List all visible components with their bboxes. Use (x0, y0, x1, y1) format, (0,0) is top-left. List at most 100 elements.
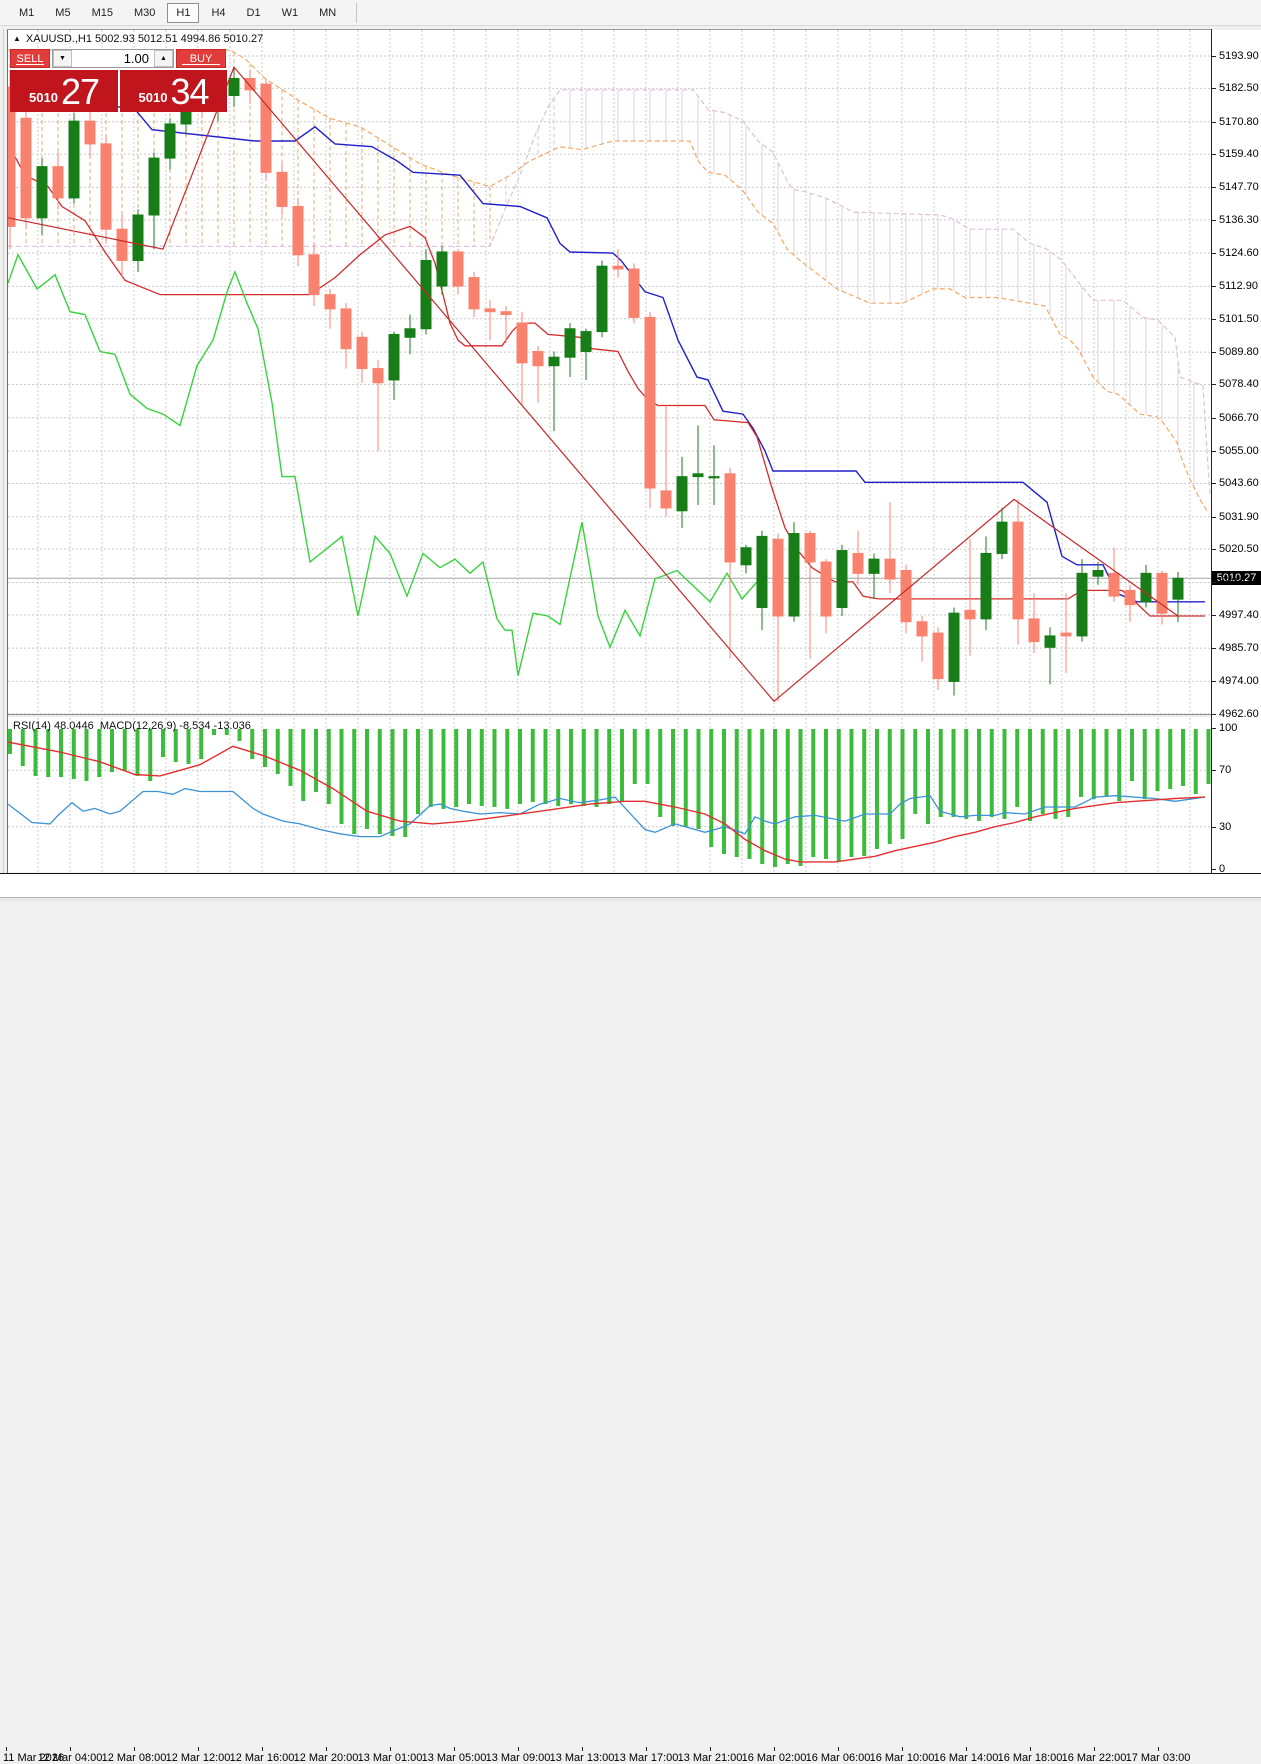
candle-body (1076, 572, 1088, 637)
histogram-bar (569, 729, 573, 804)
candle-body (84, 120, 96, 145)
timeframe-button-H4[interactable]: H4 (202, 3, 234, 23)
histogram-bar (173, 729, 178, 762)
chart-title-bar[interactable]: ▲ XAUUSD.,H1 5002.93 5012.51 4994.86 501… (13, 33, 263, 45)
price-axis-tick (1212, 549, 1216, 551)
candle-body (996, 521, 1008, 554)
time-axis-tick (326, 1747, 327, 1751)
candle-body (676, 476, 688, 512)
price-axis-tick (1212, 352, 1216, 354)
price-axis-label: 4962.60 (1219, 707, 1259, 720)
histogram-bar (530, 729, 535, 803)
histogram-bar (46, 729, 51, 778)
axis-border (1211, 29, 1212, 874)
histogram-bar (403, 729, 408, 837)
price-axis-tick (1212, 219, 1216, 221)
timeframe-button-D1[interactable]: D1 (238, 3, 270, 23)
timeframe-button-M1[interactable]: M1 (10, 3, 43, 23)
time-axis-tick (710, 1747, 711, 1751)
histogram-bar (237, 729, 242, 741)
price-axis-label: 5112.90 (1219, 280, 1258, 293)
histogram-bar (1142, 729, 1147, 800)
candle-body (308, 254, 320, 296)
timeframe-button-H1[interactable]: H1 (167, 2, 200, 23)
buy-price-display[interactable]: 5010 34 (120, 70, 227, 112)
time-axis-tick (774, 1747, 775, 1751)
senkou-span-b-line (8, 89, 1211, 494)
candle-body (420, 259, 432, 330)
indicator-label: RSI(14) 48.0446 MACD(12,26,9) -8.534 -13… (13, 720, 251, 732)
price-axis-tick (1212, 286, 1216, 288)
time-axis-tick (390, 1747, 391, 1751)
histogram-bar (1117, 729, 1122, 802)
symbol-collapse-icon[interactable]: ▲ (13, 34, 21, 43)
time-axis[interactable]: 11 Mar 2026 12 Mar 04:00 12 Mar 08:00 12 Ma… (0, 873, 1261, 1764)
timeframe-button-M15[interactable]: M15 (83, 3, 122, 23)
candle-body (612, 265, 624, 270)
price-axis-label: 5066.70 (1219, 411, 1259, 424)
time-axis-tick (646, 1747, 647, 1751)
zigzag-line (8, 65, 1179, 703)
sell-button[interactable]: SELL (10, 49, 50, 68)
lot-increase-button[interactable]: ▲ (154, 50, 173, 67)
price-axis[interactable] (1212, 30, 1261, 874)
candle-body (292, 205, 304, 256)
indicator-panel-canvas[interactable] (8, 718, 1211, 872)
one-click-trade-panel: SELL ▼ 1.00 ▲ BUY 5010 27 5010 34 (10, 49, 228, 112)
timeframe-button-W1[interactable]: W1 (273, 3, 308, 23)
lot-decrease-button[interactable]: ▼ (53, 50, 72, 67)
histogram-bar (454, 729, 459, 807)
time-axis-tick (582, 1747, 583, 1751)
sell-price-display[interactable]: 5010 27 (10, 70, 118, 112)
candle-body (868, 558, 880, 574)
chart-top-border (7, 29, 1212, 30)
timeframe-button-MN[interactable]: MN (310, 3, 345, 23)
panel-splitter[interactable] (8, 714, 1211, 718)
timeframe-button-M30[interactable]: M30 (125, 3, 164, 23)
indicator-scale-tick (1212, 770, 1216, 772)
time-axis-tick (518, 1747, 519, 1751)
histogram-bar (824, 729, 828, 859)
lot-size-input[interactable]: 1.00 (72, 50, 154, 67)
candle-body (356, 336, 368, 370)
candle-body (228, 77, 240, 97)
time-axis-tick (134, 1747, 135, 1751)
histogram-bar (135, 729, 140, 776)
histogram-bar (110, 729, 114, 772)
histogram-bar (186, 729, 191, 764)
histogram-bar (20, 729, 25, 767)
histogram-bar (977, 729, 981, 822)
buy-button[interactable]: BUY (176, 49, 226, 68)
candle-body (628, 268, 640, 318)
chart-background (8, 30, 1211, 714)
price-chart-canvas[interactable] (8, 30, 1211, 714)
histogram-bar (798, 729, 803, 867)
candle-body (644, 316, 656, 489)
histogram-bar (747, 729, 752, 859)
sell-price-pips: 27 (60, 71, 100, 112)
price-axis-tick (1212, 253, 1216, 255)
timeframe-button-M5[interactable]: M5 (46, 3, 79, 23)
tenkan-line (8, 143, 1205, 617)
histogram-bar (161, 729, 165, 758)
histogram-bar (33, 729, 38, 776)
histogram-bar (416, 729, 420, 815)
chart-grid (8, 30, 1211, 714)
candle-body (100, 143, 112, 230)
candle-body (948, 612, 960, 682)
candle-body (852, 552, 864, 574)
candle-body (964, 609, 976, 620)
histogram-bar (148, 729, 153, 782)
candle-body (388, 333, 400, 381)
price-axis-tick (1212, 187, 1216, 189)
histogram-bar (1028, 729, 1032, 822)
candle-body (1028, 618, 1040, 643)
price-axis-tick (1212, 417, 1216, 419)
price-axis-label: 5078.40 (1219, 378, 1259, 391)
histogram-bar (632, 729, 637, 784)
price-axis-tick (1212, 516, 1216, 518)
price-axis-label: 5182.50 (1219, 82, 1259, 95)
histogram-bar (645, 729, 650, 784)
histogram-bar (224, 729, 229, 736)
time-axis-tick (6, 1747, 7, 1751)
